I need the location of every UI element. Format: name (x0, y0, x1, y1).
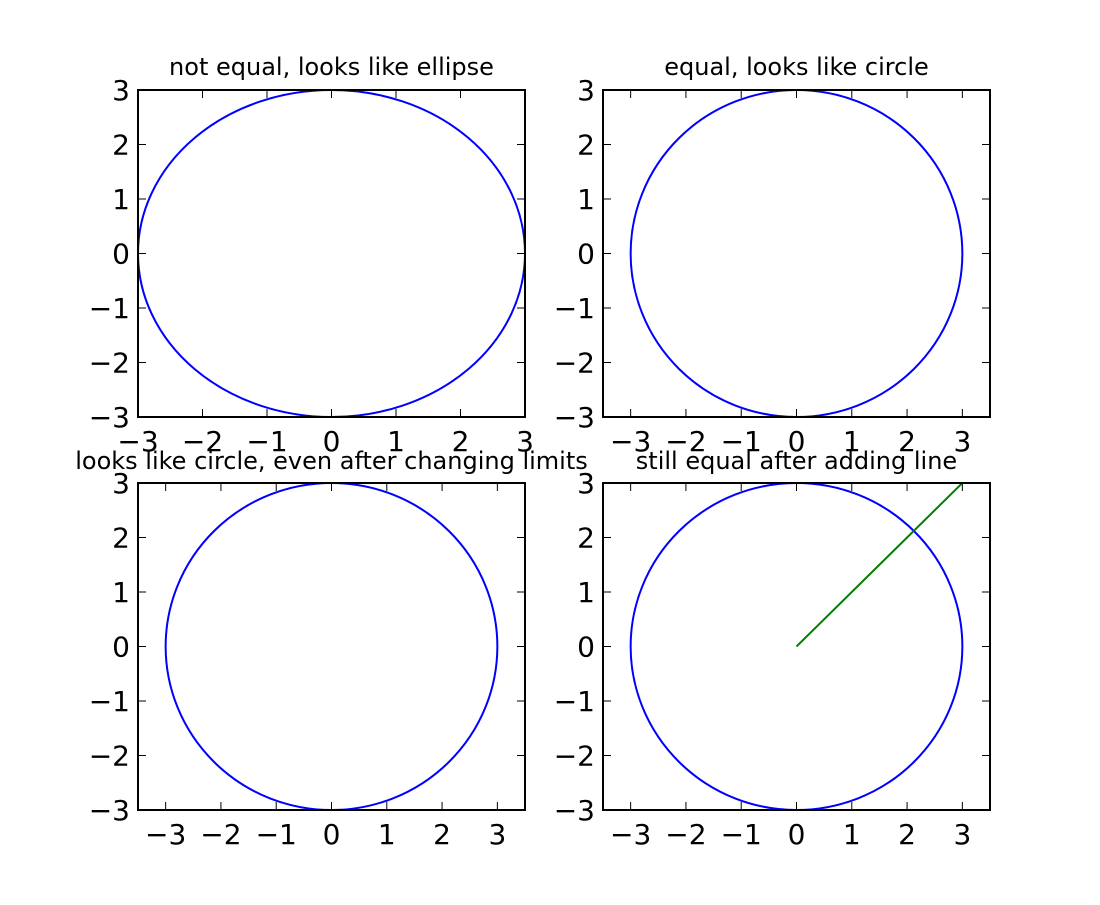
plot-area (138, 90, 525, 417)
y-tick-label: −3 (554, 794, 595, 827)
y-tick-label: 3 (112, 467, 130, 500)
y-tick-label: 3 (577, 74, 595, 107)
x-tick-label: 0 (788, 818, 806, 851)
circle-series-line (629, 90, 964, 417)
y-tick-label: −1 (89, 292, 130, 325)
y-tick-label: 0 (577, 631, 595, 664)
x-tick-label: −3 (117, 425, 158, 458)
subplot-title: looks like circle, even after changing l… (75, 447, 588, 475)
x-tick-label: −3 (610, 425, 651, 458)
x-tick-label: 2 (433, 818, 451, 851)
axes-frame (137, 482, 526, 811)
x-tick-label: 2 (452, 425, 470, 458)
x-tick-label: 1 (378, 818, 396, 851)
y-tick-label: −1 (554, 292, 595, 325)
y-tick-label: 2 (112, 129, 130, 162)
y-tick-label: 0 (112, 631, 130, 664)
x-tick-label: −1 (721, 425, 762, 458)
circle-series-line (164, 483, 499, 810)
subplot-1: −3 −2 −1 0 1 2 3 −3 −2 −1 0 1 2 3 not equal, looks lik… (89, 53, 534, 458)
y-tick-label: 3 (577, 467, 595, 500)
x-tick-label: −2 (665, 818, 706, 851)
y-tick-label: −2 (89, 740, 130, 773)
y-tick-label: −2 (89, 347, 130, 380)
y-tick-label: −3 (89, 794, 130, 827)
y-tick-label: 1 (577, 576, 595, 609)
x-tick-label: 1 (387, 425, 405, 458)
subplot-4: −3 −2 −1 0 1 2 3 −3 −2 −1 0 1 2 3 still equal after ad… (554, 447, 991, 851)
x-tick-label: −3 (610, 818, 651, 851)
axes-frame (602, 482, 991, 811)
y-tick-label: −1 (89, 685, 130, 718)
y-tick-label: 2 (112, 522, 130, 555)
y-tick-label: 1 (112, 183, 130, 216)
data-layer (629, 483, 964, 810)
added-line-series (795, 483, 964, 648)
plot-area (138, 483, 525, 810)
x-tick-label: −2 (200, 818, 241, 851)
x-tick-label: 1 (843, 818, 861, 851)
y-tick-label: −2 (554, 347, 595, 380)
x-tick-label: 0 (788, 425, 806, 458)
x-tick-label: −1 (256, 818, 297, 851)
subplot-title: still equal after adding line (636, 447, 957, 475)
circle-series-line (629, 483, 964, 810)
y-tick-label: −1 (554, 685, 595, 718)
x-tick-label: 2 (898, 818, 916, 851)
axes-frame (602, 89, 991, 418)
y-tick-label: −2 (554, 740, 595, 773)
subplot-2: −3 −2 −1 0 1 2 3 −3 −2 −1 0 1 2 3 equal, looks like ci… (554, 53, 991, 458)
plot-area (603, 90, 990, 417)
x-tick-label: −2 (182, 425, 223, 458)
x-tick-label: 0 (323, 425, 341, 458)
axes-frame (137, 89, 526, 418)
x-tick-label: 0 (323, 818, 341, 851)
y-tick-label: 3 (112, 74, 130, 107)
x-tick-label: −3 (145, 818, 186, 851)
y-tick-label: 1 (577, 183, 595, 216)
x-tick-label: 3 (953, 818, 971, 851)
x-tick-label: 3 (488, 818, 506, 851)
x-tick-label: −1 (246, 425, 287, 458)
y-tick-label: −3 (89, 401, 130, 434)
x-tick-label: 3 (516, 425, 534, 458)
y-tick-label: 2 (577, 129, 595, 162)
y-tick-label: 1 (112, 576, 130, 609)
x-tick-label: −1 (721, 818, 762, 851)
x-tick-label: 2 (898, 425, 916, 458)
y-tick-label: 2 (577, 522, 595, 555)
y-tick-label: 0 (112, 238, 130, 271)
x-tick-label: 1 (843, 425, 861, 458)
x-tick-label: −2 (665, 425, 706, 458)
subplot-title: equal, looks like circle (664, 53, 929, 81)
y-tick-label: 0 (577, 238, 595, 271)
y-tick-label: −3 (554, 401, 595, 434)
x-tick-label: 3 (953, 425, 971, 458)
data-layer (164, 483, 499, 810)
subplot-title: not equal, looks like ellipse (169, 53, 494, 81)
data-layer (629, 90, 964, 417)
